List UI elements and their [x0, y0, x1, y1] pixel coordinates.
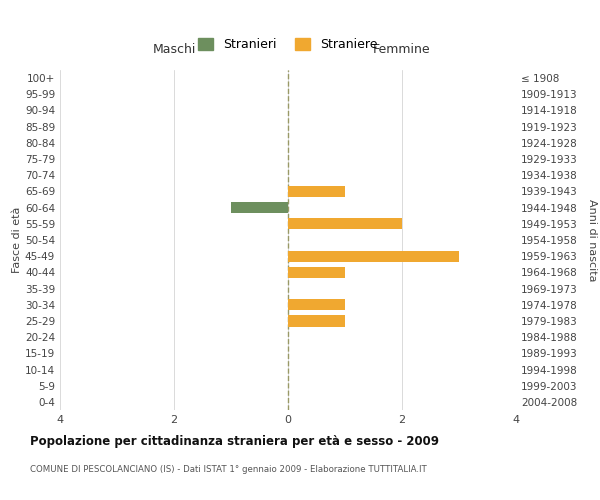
- Text: Femmine: Femmine: [373, 44, 431, 57]
- Y-axis label: Fasce di età: Fasce di età: [12, 207, 22, 273]
- Bar: [288, 266, 345, 278]
- Bar: [288, 316, 345, 326]
- Bar: [288, 218, 402, 230]
- Bar: [288, 250, 459, 262]
- Text: Popolazione per cittadinanza straniera per età e sesso - 2009: Popolazione per cittadinanza straniera p…: [30, 435, 439, 448]
- Text: Maschi: Maschi: [152, 44, 196, 57]
- Bar: [288, 299, 345, 310]
- Bar: [288, 186, 345, 197]
- Legend: Stranieri, Straniere: Stranieri, Straniere: [192, 32, 384, 58]
- Y-axis label: Anni di nascita: Anni di nascita: [587, 198, 597, 281]
- Bar: [231, 202, 288, 213]
- Text: COMUNE DI PESCOLANCIANO (IS) - Dati ISTAT 1° gennaio 2009 - Elaborazione TUTTITA: COMUNE DI PESCOLANCIANO (IS) - Dati ISTA…: [30, 465, 427, 474]
